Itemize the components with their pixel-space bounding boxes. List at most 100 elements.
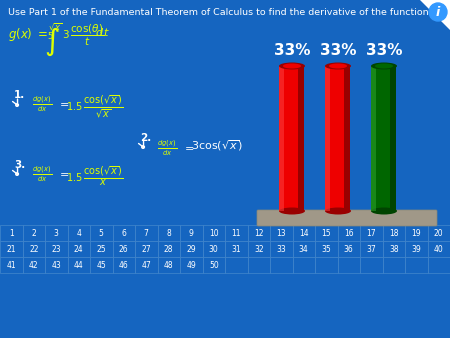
Bar: [338, 225, 360, 241]
Ellipse shape: [371, 208, 397, 215]
Text: 10: 10: [209, 228, 219, 238]
Text: 33%: 33%: [366, 43, 402, 58]
Text: 11: 11: [231, 228, 241, 238]
Bar: [360, 225, 382, 241]
Text: 15: 15: [321, 228, 331, 238]
Text: 16: 16: [344, 228, 354, 238]
Bar: [325, 66, 330, 211]
Ellipse shape: [325, 63, 351, 70]
Bar: [135, 241, 158, 257]
Bar: [428, 257, 450, 273]
Text: 8: 8: [166, 228, 171, 238]
Bar: [428, 225, 450, 241]
Text: $=$: $=$: [57, 168, 69, 178]
Bar: [270, 225, 292, 241]
Text: 33: 33: [276, 244, 286, 254]
Bar: [405, 225, 428, 241]
Text: 1: 1: [9, 228, 14, 238]
Bar: [360, 241, 382, 257]
Text: 12: 12: [254, 228, 264, 238]
Text: $3\cos(\sqrt{x})$: $3\cos(\sqrt{x})$: [191, 138, 243, 153]
Bar: [45, 225, 68, 241]
Bar: [292, 257, 315, 273]
Bar: [390, 66, 396, 211]
Text: $=$: $=$: [182, 142, 194, 152]
Bar: [270, 257, 292, 273]
Text: 2: 2: [32, 228, 36, 238]
Ellipse shape: [375, 64, 393, 69]
Text: 30: 30: [209, 244, 219, 254]
Bar: [338, 257, 360, 273]
Text: 19: 19: [411, 228, 421, 238]
Bar: [270, 241, 292, 257]
Bar: [315, 241, 338, 257]
Bar: [405, 257, 428, 273]
FancyBboxPatch shape: [257, 210, 437, 226]
Text: 39: 39: [411, 244, 421, 254]
Text: 27: 27: [141, 244, 151, 254]
Bar: [112, 225, 135, 241]
Bar: [428, 241, 450, 257]
Ellipse shape: [283, 64, 301, 69]
Bar: [338, 241, 360, 257]
Text: 18: 18: [389, 228, 399, 238]
Bar: [90, 225, 112, 241]
Ellipse shape: [279, 208, 305, 215]
Text: 33%: 33%: [274, 43, 310, 58]
Text: 33%: 33%: [320, 43, 356, 58]
Text: $1.5\,\dfrac{\cos(\sqrt{x})}{\sqrt{x}}$: $1.5\,\dfrac{\cos(\sqrt{x})}{\sqrt{x}}$: [66, 94, 123, 120]
Text: $\sqrt{x}$: $\sqrt{x}$: [48, 22, 63, 33]
Text: 45: 45: [96, 261, 106, 269]
Bar: [248, 225, 270, 241]
Text: 4: 4: [76, 228, 81, 238]
Text: 38: 38: [389, 244, 399, 254]
Bar: [248, 257, 270, 273]
Text: 29: 29: [186, 244, 196, 254]
Text: $=$: $=$: [35, 26, 48, 39]
Text: 28: 28: [164, 244, 174, 254]
Polygon shape: [420, 0, 450, 30]
Text: $g(x)$: $g(x)$: [8, 26, 32, 43]
Text: 41: 41: [6, 261, 16, 269]
Text: $\int$: $\int$: [44, 26, 60, 58]
Bar: [225, 225, 248, 241]
Circle shape: [429, 3, 447, 21]
Text: Use Part 1 of the Fundamental Theorem of Calculus to find the derivative of the : Use Part 1 of the Fundamental Theorem of…: [8, 8, 432, 17]
Text: 37: 37: [366, 244, 376, 254]
Text: 26: 26: [119, 244, 129, 254]
Bar: [158, 225, 180, 241]
Bar: [225, 257, 248, 273]
Text: 32: 32: [254, 244, 264, 254]
Text: 25: 25: [96, 244, 106, 254]
Bar: [135, 225, 158, 241]
Bar: [90, 257, 112, 273]
Bar: [45, 241, 68, 257]
Bar: [279, 66, 298, 211]
Bar: [202, 225, 225, 241]
Text: 2.: 2.: [140, 133, 151, 143]
Text: 7: 7: [144, 228, 148, 238]
Bar: [298, 66, 304, 211]
Bar: [325, 66, 344, 211]
Text: 47: 47: [141, 261, 151, 269]
Bar: [382, 225, 405, 241]
Text: $1.5\,\dfrac{\cos(\sqrt{x})}{x}$: $1.5\,\dfrac{\cos(\sqrt{x})}{x}$: [66, 164, 123, 188]
Text: $5$: $5$: [47, 30, 54, 41]
Bar: [90, 241, 112, 257]
Bar: [202, 241, 225, 257]
Text: $d\,t$: $d\,t$: [95, 26, 111, 38]
Bar: [112, 241, 135, 257]
Text: $\frac{dg(x)}{dx}$: $\frac{dg(x)}{dx}$: [32, 94, 52, 114]
Text: $=$: $=$: [57, 98, 69, 108]
Text: 23: 23: [51, 244, 61, 254]
Text: i: i: [436, 5, 440, 19]
Bar: [315, 257, 338, 273]
Text: 14: 14: [299, 228, 309, 238]
Bar: [158, 257, 180, 273]
Text: $\frac{dg(x)}{dx}$: $\frac{dg(x)}{dx}$: [157, 138, 177, 158]
Bar: [248, 241, 270, 257]
Text: 17: 17: [366, 228, 376, 238]
Text: 5: 5: [99, 228, 104, 238]
Text: 49: 49: [186, 261, 196, 269]
Bar: [202, 257, 225, 273]
